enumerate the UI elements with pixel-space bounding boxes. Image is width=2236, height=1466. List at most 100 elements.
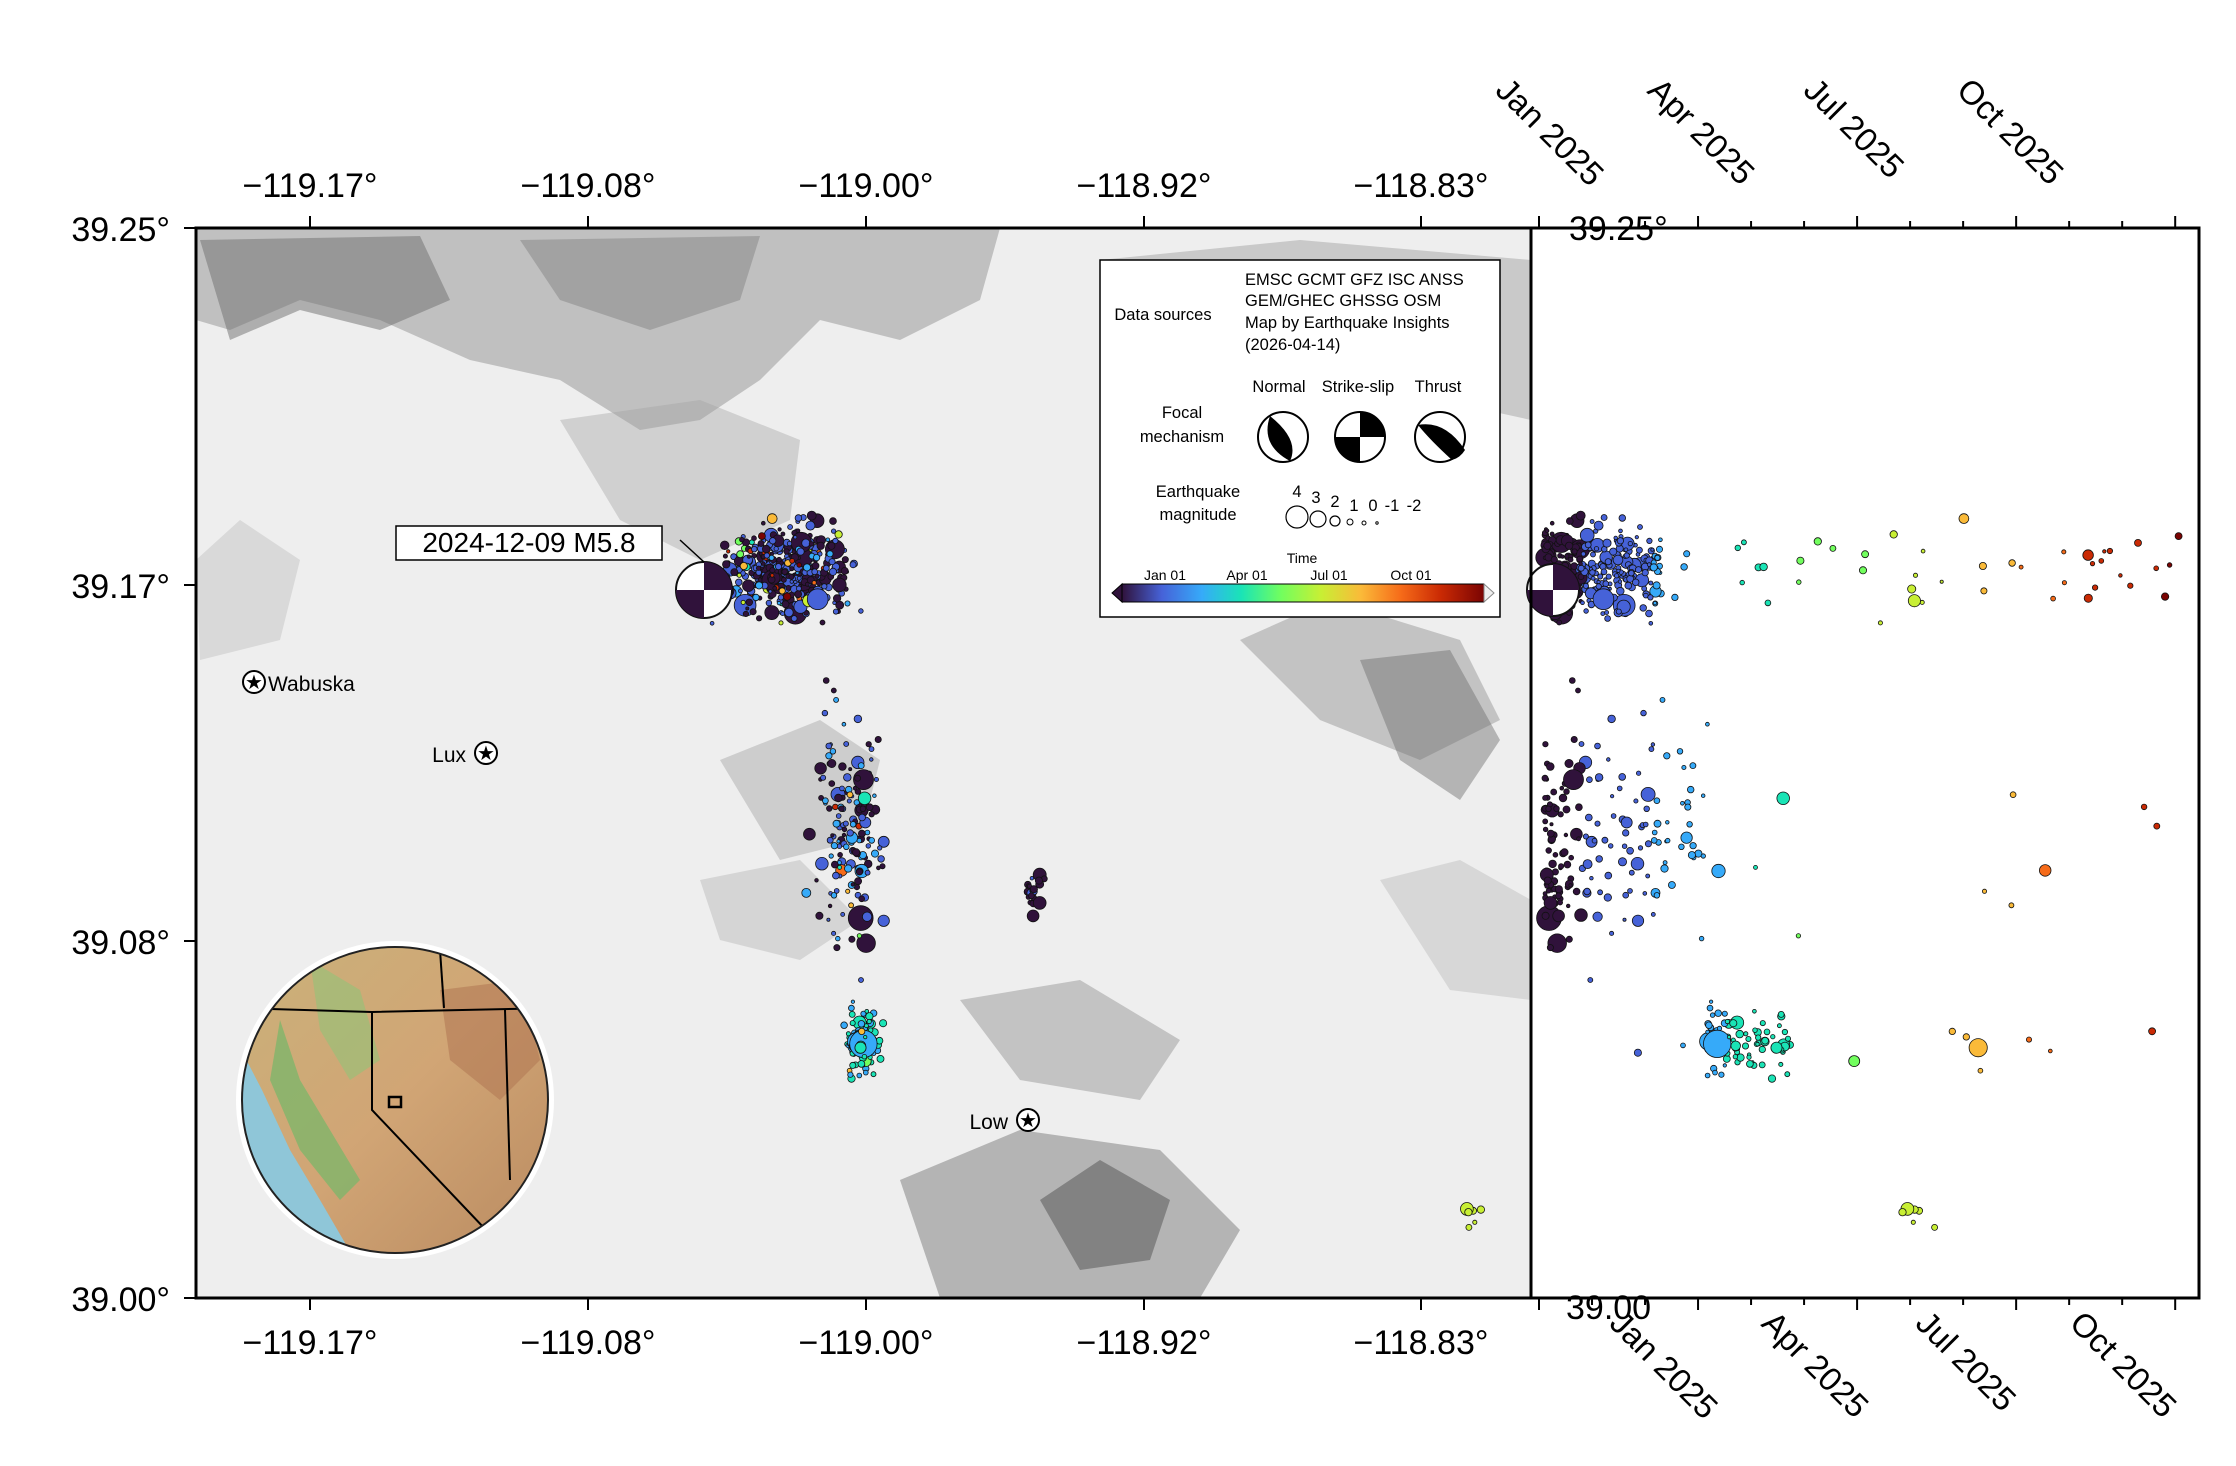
earthquake-marker bbox=[841, 721, 847, 727]
timeline-earthquake-marker bbox=[1572, 887, 1581, 896]
timeline-earthquake-marker bbox=[2008, 902, 2015, 909]
earthquake-marker bbox=[834, 530, 843, 539]
timeline-earthquake-marker bbox=[1650, 742, 1656, 747]
earthquake-marker bbox=[814, 573, 820, 579]
timeline-earthquake-marker bbox=[1543, 896, 1558, 910]
timeline-earthquake-marker bbox=[1752, 1027, 1758, 1033]
earthquake-marker bbox=[858, 895, 865, 903]
earthquake-marker bbox=[868, 811, 875, 818]
lon-tick-label: −119.17° bbox=[243, 1324, 378, 1362]
timeline-earthquake-marker bbox=[1640, 787, 1656, 802]
earthquake-marker bbox=[770, 573, 775, 578]
timeline-earthquake-marker bbox=[1591, 837, 1598, 844]
timeline-earthquake-marker bbox=[1556, 619, 1563, 626]
timeline-earthquake-marker bbox=[2118, 573, 2123, 578]
earthquake-marker bbox=[736, 572, 742, 578]
earthquake-marker bbox=[858, 813, 866, 822]
earthquake-marker bbox=[853, 714, 863, 724]
timeline-earthquake-marker bbox=[2166, 562, 2173, 568]
place-label-low: Low bbox=[969, 1111, 1008, 1134]
timeline-earthquake-marker bbox=[1684, 803, 1692, 811]
timeline-earthquake-marker bbox=[2048, 1048, 2053, 1054]
timeline-earthquake-marker bbox=[2106, 547, 2113, 555]
timeline-earthquake-marker bbox=[1548, 859, 1557, 869]
earthquake-marker bbox=[787, 524, 793, 530]
timeline-earthquake-marker bbox=[1610, 813, 1617, 819]
mainshock-label: 2024-12-09 M5.8 bbox=[395, 525, 663, 561]
timeline-earthquake-marker bbox=[1770, 1041, 1783, 1054]
timeline-earthquake-marker bbox=[1603, 893, 1612, 902]
timeline-earthquake-marker bbox=[1948, 1027, 1956, 1036]
earthquake-marker bbox=[857, 791, 872, 806]
earthquake-marker bbox=[828, 558, 836, 566]
earthquake-marker bbox=[806, 510, 817, 521]
timeline-earthquake-marker bbox=[2082, 549, 2094, 561]
earthquake-marker bbox=[832, 594, 842, 603]
earthquake-marker bbox=[863, 1035, 868, 1040]
timeline-earthquake-marker bbox=[1555, 892, 1562, 900]
timeline-earthquake-marker bbox=[1621, 843, 1628, 849]
timeline-earthquake-marker bbox=[1542, 741, 1549, 748]
timeline-earthquake-marker bbox=[2153, 565, 2160, 572]
timeline-earthquake-marker bbox=[2038, 864, 2052, 877]
magnitude-value: 1 bbox=[1349, 497, 1358, 515]
mainshock-label-text: 2024-12-09 M5.8 bbox=[422, 527, 635, 558]
earthquake-marker bbox=[742, 610, 750, 618]
earthquake-marker bbox=[795, 528, 801, 534]
timeline-earthquake-marker bbox=[1620, 816, 1633, 829]
timeline-earthquake-marker bbox=[1877, 620, 1883, 626]
timeline-earthquake-marker bbox=[1698, 935, 1705, 942]
timeline-earthquake-marker bbox=[1711, 863, 1726, 879]
earthquake-marker bbox=[846, 798, 852, 804]
timeline-earthquake-marker bbox=[1630, 857, 1645, 871]
timeline-earthquake-marker bbox=[1618, 514, 1626, 522]
timeline-earthquake-marker bbox=[1650, 547, 1655, 552]
earthquake-marker bbox=[794, 514, 803, 522]
timeline-earthquake-marker bbox=[1755, 1034, 1762, 1041]
locator-globe-icon bbox=[236, 941, 554, 1259]
timeline-earthquake-marker bbox=[2134, 539, 2142, 547]
timeline-earthquake-marker bbox=[1613, 535, 1618, 541]
earthquake-marker bbox=[793, 535, 798, 540]
earthquake-marker bbox=[876, 1055, 885, 1063]
earthquake-marker bbox=[832, 537, 839, 545]
earthquake-marker bbox=[834, 793, 843, 803]
timeline-earthquake-marker bbox=[1640, 709, 1647, 717]
earthquake-marker bbox=[803, 563, 812, 572]
timeline-earthquake-marker bbox=[1542, 818, 1549, 825]
timeline-earthquake-marker bbox=[1729, 1019, 1738, 1028]
legend-time-tick: Jul 01 bbox=[1310, 567, 1348, 583]
earthquake-marker bbox=[830, 860, 839, 869]
timeline-earthquake-marker bbox=[1680, 1042, 1686, 1049]
timeline-earthquake-marker bbox=[1652, 581, 1661, 590]
timeline-earthquake-marker bbox=[1549, 822, 1554, 827]
earthquake-marker bbox=[865, 741, 872, 748]
timeline-earthquake-marker bbox=[2174, 532, 2183, 540]
earthquake-marker bbox=[829, 748, 837, 755]
timeline-earthquake-marker bbox=[1545, 847, 1552, 854]
timeline-earthquake-marker bbox=[1759, 1020, 1766, 1027]
legend-time-tick: Jan 01 bbox=[1144, 567, 1186, 583]
timeline-earthquake-marker bbox=[1583, 608, 1589, 614]
earthquake-marker bbox=[768, 589, 773, 594]
timeline-earthquake-marker bbox=[1931, 1224, 1938, 1231]
timeline-earthquake-marker bbox=[1565, 935, 1573, 943]
earthquake-marker bbox=[796, 547, 805, 556]
timeline-earthquake-marker bbox=[1654, 554, 1661, 561]
timeline-earthquake-marker bbox=[1575, 687, 1581, 694]
mainshock-focal-mechanism bbox=[675, 539, 733, 619]
timeline-earthquake-marker bbox=[1910, 1219, 1916, 1225]
timeline-earthquake-marker bbox=[1714, 1009, 1722, 1017]
earthquake-marker bbox=[830, 687, 837, 694]
timeline-earthquake-marker bbox=[1541, 774, 1549, 782]
earthquake-marker bbox=[854, 877, 862, 886]
legend-magnitude-label: magnitude bbox=[1159, 506, 1236, 524]
timeline-earthquake-marker bbox=[2153, 822, 2161, 830]
timeline-earthquake-marker bbox=[1565, 903, 1571, 909]
earthquake-marker bbox=[879, 1019, 888, 1028]
earthquake-marker bbox=[746, 554, 752, 559]
timeline-earthquake-marker bbox=[1576, 836, 1581, 842]
timeline-tick-label: Oct 2025 bbox=[2063, 1304, 2184, 1425]
timeline-earthquake-marker bbox=[1637, 845, 1644, 851]
earthquake-marker bbox=[776, 556, 782, 563]
